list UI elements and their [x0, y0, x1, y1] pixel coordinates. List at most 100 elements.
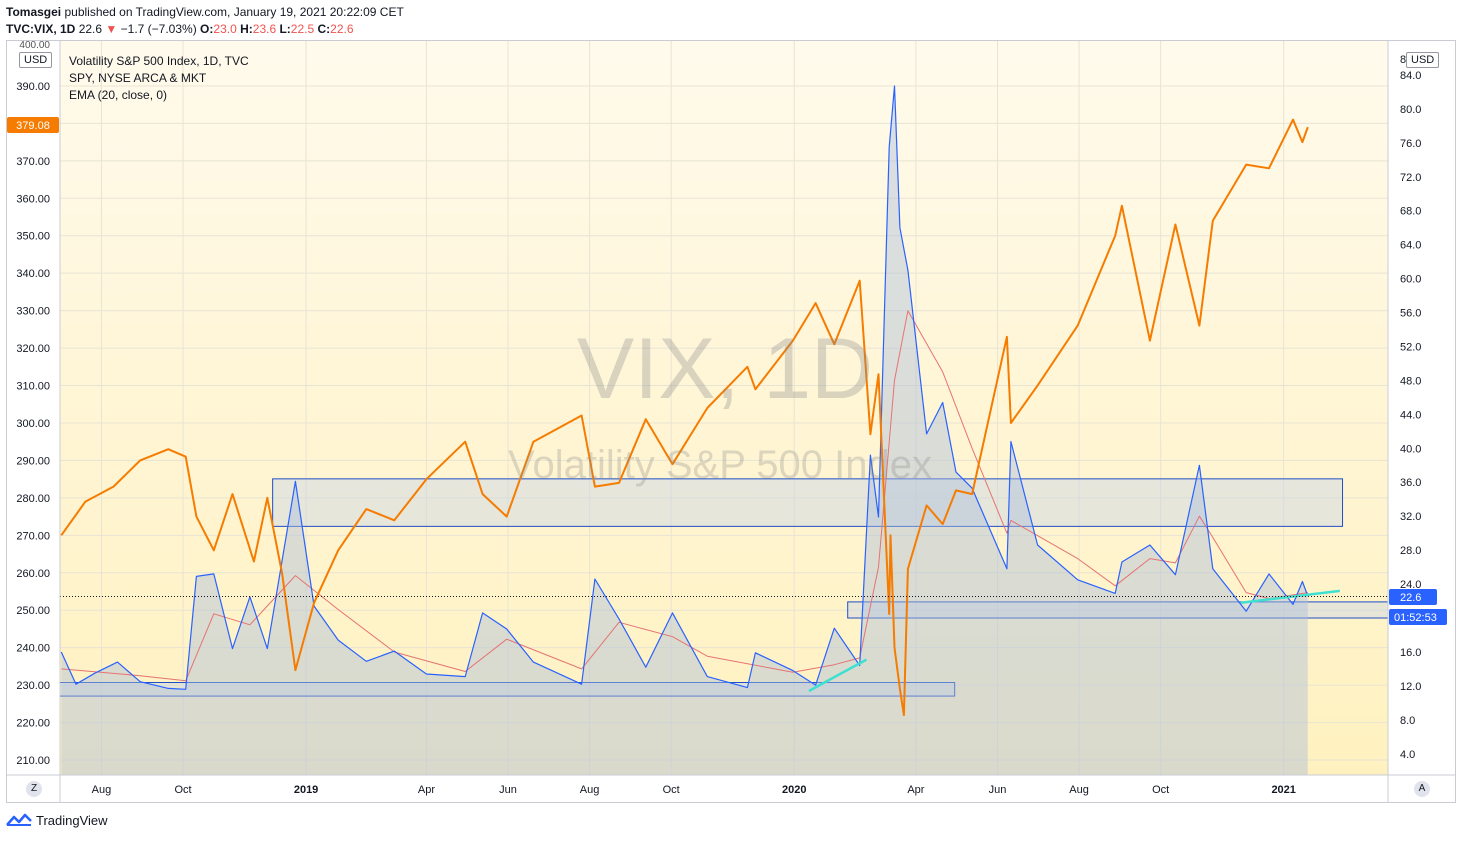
left-axis-bg [7, 41, 60, 775]
right-tick-label: 40.0 [1400, 443, 1421, 455]
x-tick-label: Oct [663, 784, 680, 796]
legend-line-3[interactable]: EMA (20, close, 0) [69, 88, 168, 102]
x-tick-label: Jun [989, 784, 1007, 796]
left-axis-top-partial: 400.00 [19, 40, 50, 51]
open-label: O: [200, 22, 214, 36]
left-tick-label: 290.00 [16, 455, 50, 467]
ohlc-line: TVC:VIX, 1D 22.6 ▼ −1.7 (−7.03%) O:23.0 … [6, 22, 354, 36]
right-tick-label: 36.0 [1400, 477, 1421, 489]
vix-last-tag-bg [1389, 589, 1437, 605]
right-tick-label: 12.0 [1400, 681, 1421, 693]
x-tick-label: 2020 [782, 784, 806, 796]
left-tick-label: 310.00 [16, 381, 50, 393]
vix-area [61, 86, 1308, 775]
legend-line-1[interactable]: Volatility S&P 500 Index, 1D, TVC [69, 54, 249, 68]
countdown-tag-bg [1389, 609, 1447, 625]
trendline [808, 658, 868, 693]
low-label: L: [279, 22, 291, 36]
vix-last-tag: 22.6 [1400, 592, 1421, 604]
left-tick-label: 270.00 [16, 530, 50, 542]
publish-text: published on TradingView.com, January 19… [64, 5, 404, 19]
grid [60, 41, 1388, 775]
x-tick-label: Apr [907, 784, 924, 796]
left-tick-label: 300.00 [16, 418, 50, 430]
right-tick-label: 52.0 [1400, 341, 1421, 353]
series-lines [60, 85, 1309, 717]
spy-last-tag-bg [7, 117, 59, 133]
support-resistance-zone [272, 478, 1344, 527]
right-tick-label: 60.0 [1400, 274, 1421, 286]
price-change: −1.7 (−7.03%) [120, 22, 197, 36]
vix-area-fill [61, 86, 1308, 775]
right-tick-label: 16.0 [1400, 647, 1421, 659]
x-tick-label: Apr [418, 784, 435, 796]
x-tick-label: Jun [499, 784, 517, 796]
left-tick-label: 210.00 [16, 755, 50, 767]
left-currency-button[interactable]: USD [19, 52, 53, 68]
low-value: 22.5 [290, 22, 315, 36]
left-tick-label: 320.00 [16, 343, 50, 355]
right-tick-label: 24.0 [1400, 579, 1421, 591]
watermark-small: Volatility S&P 500 Index [508, 443, 932, 487]
right-tick-label: 68.0 [1400, 206, 1421, 218]
left-tick-label: 350.00 [16, 231, 50, 243]
x-axis-ticks: Aug Oct 2019 Apr Jun Aug Oct 2020 Apr Jun Aug Oct 20… [92, 784, 1296, 796]
down-arrow-icon: ▼ [105, 22, 118, 36]
zoom-button[interactable]: Z [26, 781, 42, 797]
footer-brand[interactable]: TradingView [36, 812, 108, 828]
left-tick-label: 390.00 [16, 81, 50, 93]
auto-scale-button[interactable]: A [1414, 781, 1430, 797]
x-tick-label: Aug [580, 784, 600, 796]
right-tick-label: 28.0 [1400, 545, 1421, 557]
left-tick-label: 220.00 [16, 718, 50, 730]
close-value: 22.6 [330, 22, 354, 36]
left-tick-label: 240.00 [16, 643, 50, 655]
right-tick-label: 76.0 [1400, 138, 1421, 150]
high-value: 23.6 [252, 22, 277, 36]
left-tick-label: 340.00 [16, 268, 50, 280]
countdown-tag: 01:52:53 [1394, 612, 1437, 624]
left-tick-label: 250.00 [16, 605, 50, 617]
right-currency-button[interactable]: USD [1406, 52, 1440, 68]
right-tick-label: 72.0 [1400, 172, 1421, 184]
right-tick-label: 4.0 [1400, 749, 1415, 761]
high-label: H: [240, 22, 253, 36]
right-tick-label: 44.0 [1400, 409, 1421, 421]
x-tick-label: Aug [92, 784, 112, 796]
bottom-axis-bg [7, 775, 1455, 802]
zones [59, 478, 1389, 697]
publish-info: Tomasgei published on TradingView.com, J… [6, 5, 404, 19]
right-tick-label: 84.0 [1400, 70, 1421, 82]
right-axis-top-partial: 8 [1400, 54, 1406, 66]
symbol-label[interactable]: TVC:VIX, 1D [6, 22, 76, 36]
spy-line [60, 118, 1309, 717]
right-tick-label: 80.0 [1400, 104, 1421, 116]
legend-line-2[interactable]: SPY, NYSE ARCA & MKT [69, 71, 207, 85]
right-axis-bg [1388, 41, 1455, 775]
author-name[interactable]: Tomasgei [6, 5, 62, 19]
x-tick-label: 2019 [294, 784, 318, 796]
footer: TradingView [6, 812, 108, 828]
close-label: C: [317, 22, 331, 36]
x-tick-label: Aug [1069, 784, 1089, 796]
x-tick-label: Oct [1152, 784, 1169, 796]
right-axis-ticks: 4.08.012.016.020.024.028.032.036.040.044… [1400, 70, 1421, 761]
right-tick-label: 32.0 [1400, 511, 1421, 523]
left-tick-label: 230.00 [16, 680, 50, 692]
right-tick-label: 56.0 [1400, 308, 1421, 320]
plot-background [60, 41, 1388, 775]
left-tick-label: 260.00 [16, 568, 50, 580]
right-tick-label: 48.0 [1400, 375, 1421, 387]
x-tick-label: Oct [174, 784, 191, 796]
left-axis-ticks: 210.00 220.00 230.00 240.00 250.00 260.00 270.… [16, 81, 50, 767]
left-tick-label: 330.00 [16, 306, 50, 318]
left-tick-label: 370.00 [16, 156, 50, 168]
watermark-big: VIX, 1D [577, 321, 873, 417]
right-tick-label: 8.0 [1400, 715, 1415, 727]
x-tick-label: 2021 [1271, 784, 1295, 796]
tradingview-logo-icon [6, 813, 32, 826]
left-tick-label: 280.00 [16, 493, 50, 505]
open-value: 23.0 [213, 22, 237, 36]
left-tick-label: 360.00 [16, 193, 50, 205]
